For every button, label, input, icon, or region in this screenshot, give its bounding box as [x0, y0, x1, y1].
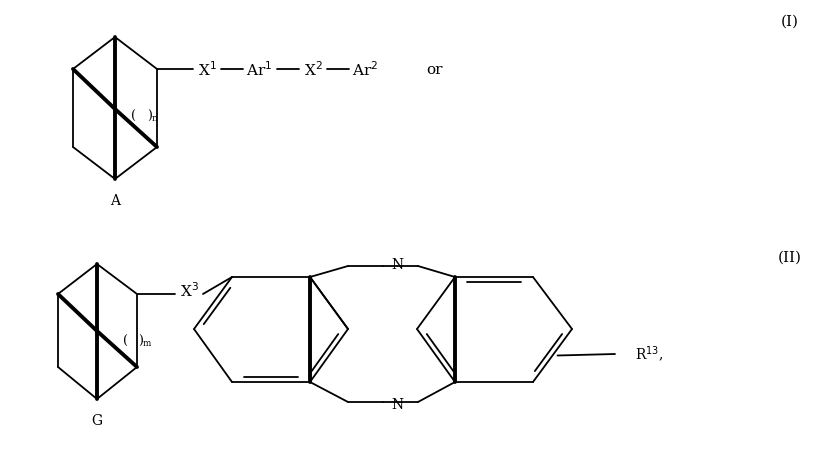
Text: or: or: [427, 63, 444, 77]
Text: A: A: [110, 194, 120, 207]
Text: X$^2$: X$^2$: [304, 61, 323, 79]
Text: $\mathregular{(}$: $\mathregular{(}$: [122, 332, 128, 347]
Text: N: N: [391, 257, 403, 271]
Text: R$^{13}$,: R$^{13}$,: [635, 344, 663, 364]
Text: Ar$^1$: Ar$^1$: [246, 61, 272, 79]
Text: $\mathregular{(}$: $\mathregular{(}$: [130, 107, 136, 122]
Text: X$^3$: X$^3$: [179, 281, 198, 300]
Text: (I): (I): [781, 15, 799, 29]
Text: Ar$^2$: Ar$^2$: [352, 61, 378, 79]
Text: $\mathregular{)_m}$: $\mathregular{)_m}$: [138, 332, 153, 347]
Text: G: G: [91, 413, 103, 427]
Text: (II): (II): [778, 250, 802, 264]
Text: X$^1$: X$^1$: [198, 61, 216, 79]
Text: $\mathregular{)_n}$: $\mathregular{)_n}$: [147, 107, 160, 122]
Text: N: N: [391, 397, 403, 411]
